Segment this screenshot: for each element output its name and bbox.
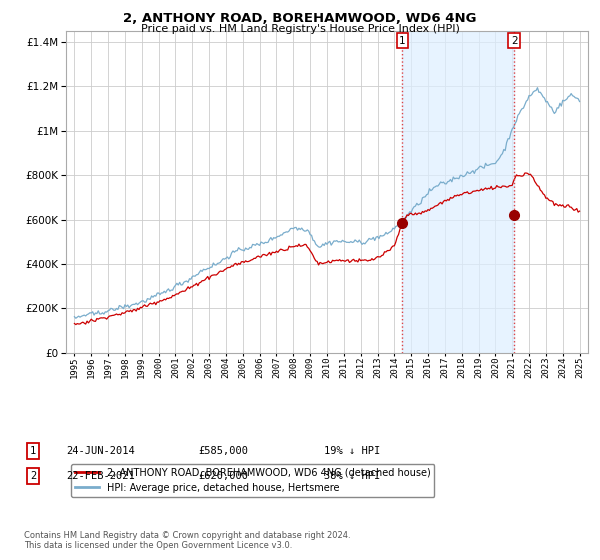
- Text: Price paid vs. HM Land Registry's House Price Index (HPI): Price paid vs. HM Land Registry's House …: [140, 24, 460, 34]
- Text: 1: 1: [30, 446, 36, 456]
- Text: 22-FEB-2021: 22-FEB-2021: [66, 471, 135, 481]
- Text: 2: 2: [30, 471, 36, 481]
- Legend: 2, ANTHONY ROAD, BOREHAMWOOD, WD6 4NG (detached house), HPI: Average price, deta: 2, ANTHONY ROAD, BOREHAMWOOD, WD6 4NG (d…: [71, 464, 434, 497]
- Text: 38% ↓ HPI: 38% ↓ HPI: [324, 471, 380, 481]
- Text: 2: 2: [511, 36, 518, 45]
- Text: 2, ANTHONY ROAD, BOREHAMWOOD, WD6 4NG: 2, ANTHONY ROAD, BOREHAMWOOD, WD6 4NG: [123, 12, 477, 25]
- Text: £585,000: £585,000: [198, 446, 248, 456]
- Bar: [403, 31, 514, 353]
- Text: 24-JUN-2014: 24-JUN-2014: [66, 446, 135, 456]
- Text: Contains HM Land Registry data © Crown copyright and database right 2024.
This d: Contains HM Land Registry data © Crown c…: [24, 530, 350, 550]
- Text: £620,000: £620,000: [198, 471, 248, 481]
- Text: 1: 1: [399, 36, 406, 45]
- Text: 19% ↓ HPI: 19% ↓ HPI: [324, 446, 380, 456]
